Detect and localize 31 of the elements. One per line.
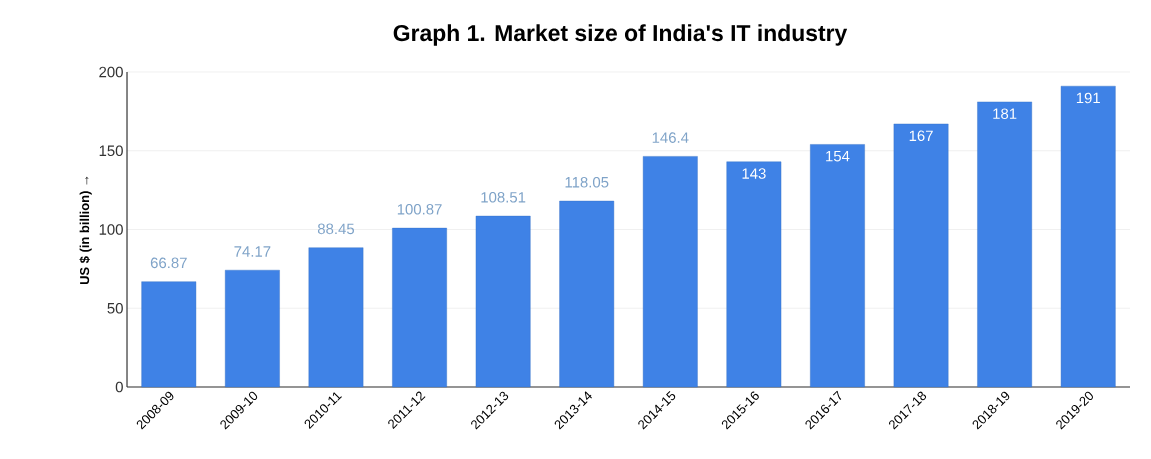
y-tick-label: 150 [99, 145, 123, 157]
bar [893, 123, 949, 388]
chart-title: Graph 1. Market size of India's IT industry [393, 24, 848, 46]
bar [141, 281, 197, 388]
data-label: 154 [826, 150, 850, 162]
bar [308, 247, 364, 388]
y-tick-label: 50 [107, 302, 123, 314]
bar [1060, 85, 1116, 388]
data-label: 118.05 [565, 176, 609, 188]
bar [559, 200, 615, 388]
bar [475, 215, 531, 388]
bar [726, 161, 782, 388]
bar [225, 269, 280, 388]
data-label: 191 [1076, 92, 1100, 104]
bar [810, 144, 865, 388]
y-tick-label: 100 [99, 224, 123, 235]
data-label: 143 [742, 168, 766, 179]
bar [392, 227, 447, 388]
y-tick-label: 0 [115, 381, 123, 393]
data-label: 74.17 [234, 246, 271, 257]
y-axis-title: US $ (in billion) → [79, 176, 92, 285]
data-label: 146.4 [652, 132, 689, 143]
data-label: 100.87 [397, 204, 442, 215]
bar [642, 156, 698, 388]
bar [977, 101, 1032, 388]
data-label: 88.45 [317, 223, 355, 235]
data-label: 181 [993, 108, 1017, 120]
data-label: 167 [909, 130, 933, 142]
data-label: 108.51 [481, 191, 526, 203]
y-tick-label: 200 [99, 66, 123, 78]
data-label: 66.87 [150, 257, 187, 269]
